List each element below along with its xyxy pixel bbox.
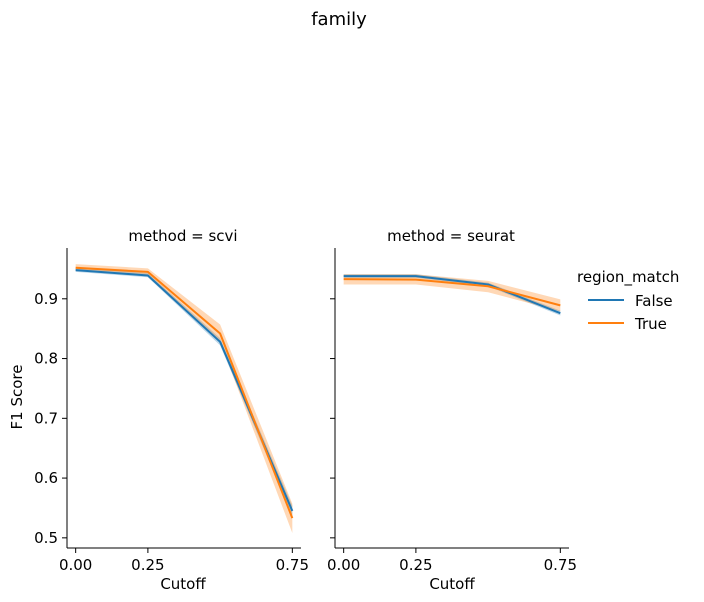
- ytick-label-scvi-2: 0.7: [34, 409, 58, 427]
- panel-scvi-ylabel: F1 Score: [8, 365, 26, 430]
- line-seurat-false: [343, 275, 561, 315]
- panel-scvi-xlabel: Cutoff: [160, 575, 206, 593]
- legend: region_match False True: [577, 268, 679, 333]
- panel-scvi-yticks: 0.5 0.6 0.7 0.8 0.9: [34, 290, 67, 547]
- panel-scvi-lines: [75, 266, 294, 519]
- legend-title: region_match: [577, 268, 679, 287]
- band-seurat-true: [343, 274, 561, 312]
- line-seurat-true: [343, 278, 561, 307]
- panel-seurat-xlabel: Cutoff: [429, 575, 475, 593]
- panel-seurat-title: method = seurat: [387, 227, 515, 245]
- xtick-label-scvi-2: 0.75: [276, 556, 309, 574]
- xtick-label-seurat-2: 0.75: [544, 556, 577, 574]
- legend-label-false: False: [635, 292, 673, 310]
- xtick-label-seurat-0: 0.00: [327, 556, 360, 574]
- legend-label-true: True: [634, 315, 667, 333]
- panel-scvi: method = scvi 0.00 0.25 0.75 0.50.60.70.80…: [8, 227, 309, 593]
- panel-seurat-xticks: 0.00 0.25 0.75: [327, 548, 577, 574]
- panel-seurat-yticks: [330, 298, 335, 539]
- panel-scvi-title: method = scvi: [128, 227, 237, 245]
- band-scvi-true: [75, 264, 293, 534]
- ytick-label-scvi-0: 0.5: [34, 529, 58, 547]
- legend-entry-false: False: [588, 292, 673, 310]
- xtick-label-seurat-1: 0.25: [399, 556, 432, 574]
- line-scvi-true: [75, 266, 294, 519]
- xtick-label-scvi-1: 0.25: [131, 556, 164, 574]
- ytick-label-scvi-3: 0.8: [34, 350, 58, 368]
- figure-title: family: [311, 9, 367, 30]
- ytick-label-scvi-1: 0.6: [34, 469, 58, 487]
- panel-scvi-xticks: 0.00 0.25 0.75: [59, 548, 309, 574]
- xtick-label-scvi-0: 0.00: [59, 556, 92, 574]
- panel-seurat: method = seurat 0.00 0.25 0.75 Cutoff: [327, 227, 577, 593]
- legend-entry-true: True: [588, 315, 667, 333]
- panel-scvi-bands: [75, 264, 293, 534]
- ytick-label-scvi-4: 0.9: [34, 290, 58, 308]
- panel-seurat-lines: [343, 275, 561, 315]
